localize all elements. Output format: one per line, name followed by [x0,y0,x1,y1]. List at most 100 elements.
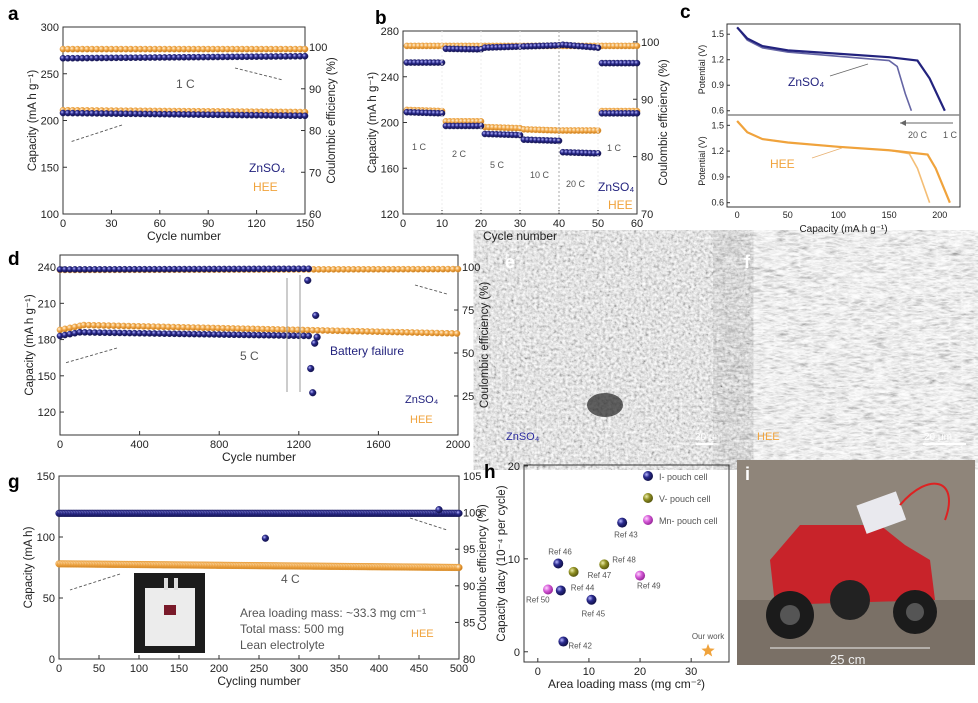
data-point [309,389,317,397]
x-axis-label: Capacity (mA h g⁻¹) [799,224,887,235]
y-tick-label: 200 [381,118,399,130]
x-tick-label: 20 [634,666,646,678]
scale-label-i: 25 cm [830,652,865,667]
pouch-cell [145,588,195,646]
annotation-rate: 1 C [412,142,427,152]
panel-letter-c: c [680,2,691,23]
legend-label: I- pouch cell [659,472,708,482]
plot-frame [59,254,459,436]
data-point [312,311,320,320]
annotation-1C: 1 C [943,130,958,140]
y2-tick-label: 100 [462,262,480,274]
wheel-hub [780,605,800,625]
reference-point [586,594,597,605]
sem-image-e: e ZnSO₄ 20 μm [497,250,730,450]
arrow-head [900,120,906,126]
y-tick-label: 100 [41,209,59,221]
charts-layer: 0 30 60 90 120 15010015020025030060708090100C… [8,2,961,691]
annotation-rate: 5 C [490,160,505,170]
y-tick-label: 100 [37,532,55,544]
annotation-rate: 2 C [452,149,467,159]
legend-marker [643,515,653,525]
x-tick-label: 0 [57,439,63,451]
reference-point [558,636,569,647]
point-label: Ref 48 [612,555,636,564]
x-tick-label: 0 [60,218,66,230]
point-label: Ref 42 [568,642,592,651]
sem-label-e: ZnSO₄ [506,431,540,443]
y-axis-label: Capacity dacy (10⁻⁴ per cycle) [496,485,508,641]
y2-axis-label: Coulombic efficiency (%) [326,57,338,184]
y2-tick-label: 80 [463,654,475,666]
axis-arrow [409,517,448,531]
x-tick-label: 0 [535,666,541,678]
sem-texture-f [737,250,975,450]
x-tick-label: 0 [400,218,406,230]
x-tick-label: 400 [370,663,388,675]
voltage-curve-20C [736,120,931,203]
data-point [304,276,312,284]
x-tick-label: 60 [631,218,643,230]
x-tick-label: 1600 [366,439,390,451]
annotation-rate: 4 C [281,572,300,586]
subplot-frame [726,114,961,208]
arrow [811,147,843,159]
x-tick-label: 120 [247,218,265,230]
y2-tick-label: 70 [641,209,653,221]
panel-letter-f: f [744,252,751,272]
our-work-star [701,643,715,657]
x-tick-label: 90 [202,218,214,230]
wheel-middle [830,580,870,620]
y-tick-label: 200 [41,116,59,128]
y-tick-label: 0.6 [711,106,724,116]
reference-point [555,585,566,596]
sem-texture-e [497,250,730,450]
point-label: Ref 44 [571,583,595,592]
scale-label-e: 20 μm [695,432,723,443]
cell-tab [164,578,168,590]
y-tick-label: 280 [381,26,399,38]
arrow [829,63,869,77]
annotation-conditions: Lean electrolyte [240,638,325,652]
voltage-curve-1C [736,26,946,112]
y2-tick-label: 105 [463,471,481,483]
y2-tick-label: 90 [309,84,321,96]
x-axis-label: Area loading mass (mg cm⁻²) [548,677,705,691]
pouch-cell-on-car [856,491,907,534]
plot-frame [523,464,730,663]
x-tick-label: 200 [210,663,228,675]
legend-label: V- pouch cell [659,494,711,504]
y-tick-label: 300 [41,22,59,34]
y-tick-label: 10 [508,554,520,566]
x-axis-label: Cycle number [483,229,557,243]
x-axis-label: Cycle number [222,450,296,464]
y2-tick-label: 85 [463,617,475,629]
y2-axis-label: Coulombic efficiency (%) [477,504,489,631]
legend-label: Mn- pouch cell [659,516,718,526]
y-axis-label: Potential (V) [697,136,707,186]
x-tick-label: 40 [553,218,565,230]
annotation-conditions: Total mass: 500 mg [240,622,344,636]
annotation-failure: Battery failure [330,344,404,358]
y-tick-label: 1.2 [711,146,724,156]
panel-letter-h: h [484,462,496,483]
y-tick-label: 0 [49,654,55,666]
legend-hee: HEE [410,414,433,426]
point-label: Our work [692,632,725,641]
legend-marker [643,471,653,481]
chart-b [402,30,641,215]
y2-axis-label: Coulombic efficiency (%) [658,59,670,186]
panel-letter-a: a [8,4,19,25]
reference-point [617,517,628,528]
axis-arrow [234,67,284,81]
curve-label: HEE [770,157,795,171]
y-tick-label: 0 [514,647,520,659]
x-tick-label: 150 [170,663,188,675]
wheel-hub [906,603,924,621]
x-tick-label: 2000 [446,439,470,451]
x-tick-label: 200 [932,210,947,220]
sem-image-f: f HEE 20 μm [737,250,975,450]
x-tick-label: 1200 [287,439,311,451]
chart-g [55,475,463,660]
point-label: Ref 49 [637,582,661,591]
